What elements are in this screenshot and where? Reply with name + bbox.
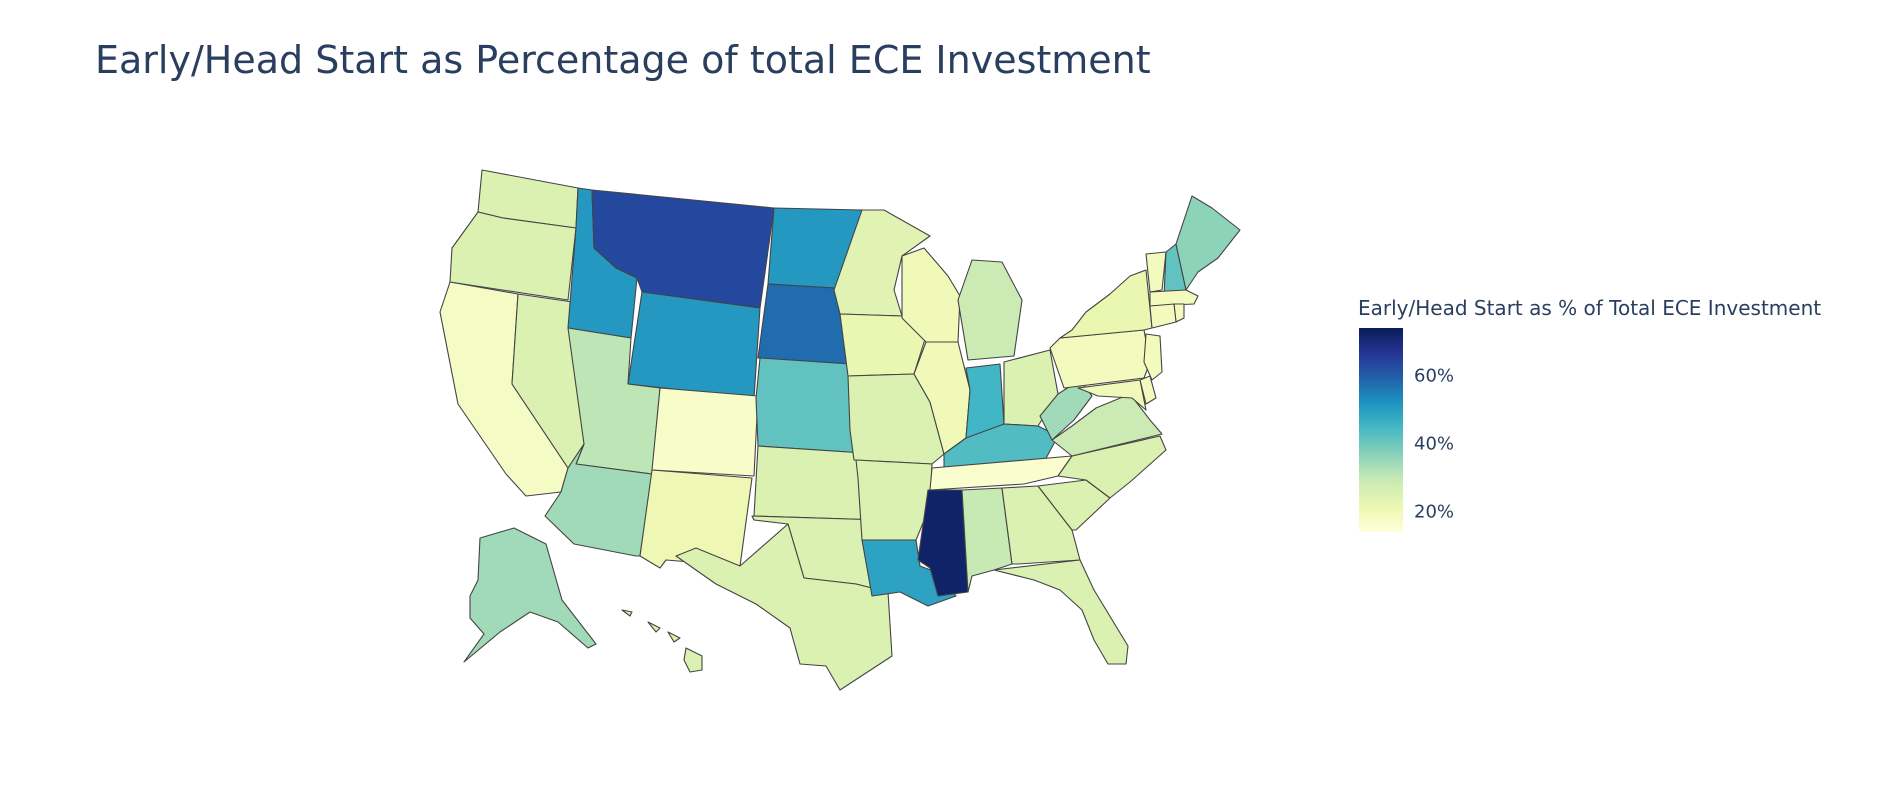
state-wi[interactable] — [901, 247, 961, 343]
state-hi[interactable] — [621, 609, 703, 673]
state-fl[interactable] — [993, 559, 1129, 665]
state-me[interactable] — [1175, 195, 1241, 291]
state-ny[interactable] — [1059, 269, 1153, 339]
state-wy[interactable] — [627, 291, 761, 399]
state-tn[interactable] — [929, 455, 1073, 491]
colorbar-title: Early/Head Start as % of Total ECE Inves… — [1358, 296, 1822, 320]
state-tx[interactable] — [675, 523, 893, 691]
state-ct[interactable] — [1149, 303, 1177, 329]
colorbar-tick-20: 20% — [1414, 501, 1455, 523]
colorbar-tick-40: 40% — [1414, 433, 1455, 455]
state-wv[interactable] — [1039, 379, 1093, 441]
state-ia[interactable] — [839, 313, 927, 377]
colorbar-tick-60: 60% — [1414, 365, 1455, 387]
chart-title: Early/Head Start as Percentage of total … — [95, 38, 1151, 82]
state-co[interactable] — [651, 387, 759, 477]
colorbar-gradient — [1359, 328, 1403, 532]
state-mi[interactable] — [957, 259, 1023, 361]
state-pa[interactable] — [1049, 329, 1151, 389]
state-sc[interactable] — [1037, 479, 1111, 531]
state-md[interactable] — [1077, 379, 1147, 411]
state-ar[interactable] — [855, 459, 933, 541]
state-mt[interactable] — [591, 189, 775, 309]
state-mn[interactable] — [833, 209, 931, 317]
state-ma[interactable] — [1149, 289, 1199, 307]
state-vt[interactable] — [1145, 251, 1167, 293]
colorbar-legend: Early/Head Start as % of Total ECE Inves… — [1358, 296, 1822, 532]
state-nj[interactable] — [1143, 333, 1163, 381]
state-la[interactable] — [861, 539, 957, 607]
state-nm[interactable] — [639, 469, 753, 569]
state-or[interactable] — [449, 211, 577, 301]
states-layer — [439, 169, 1241, 691]
state-de[interactable] — [1139, 375, 1157, 405]
state-va[interactable] — [1051, 393, 1163, 457]
state-ak[interactable] — [463, 527, 597, 663]
